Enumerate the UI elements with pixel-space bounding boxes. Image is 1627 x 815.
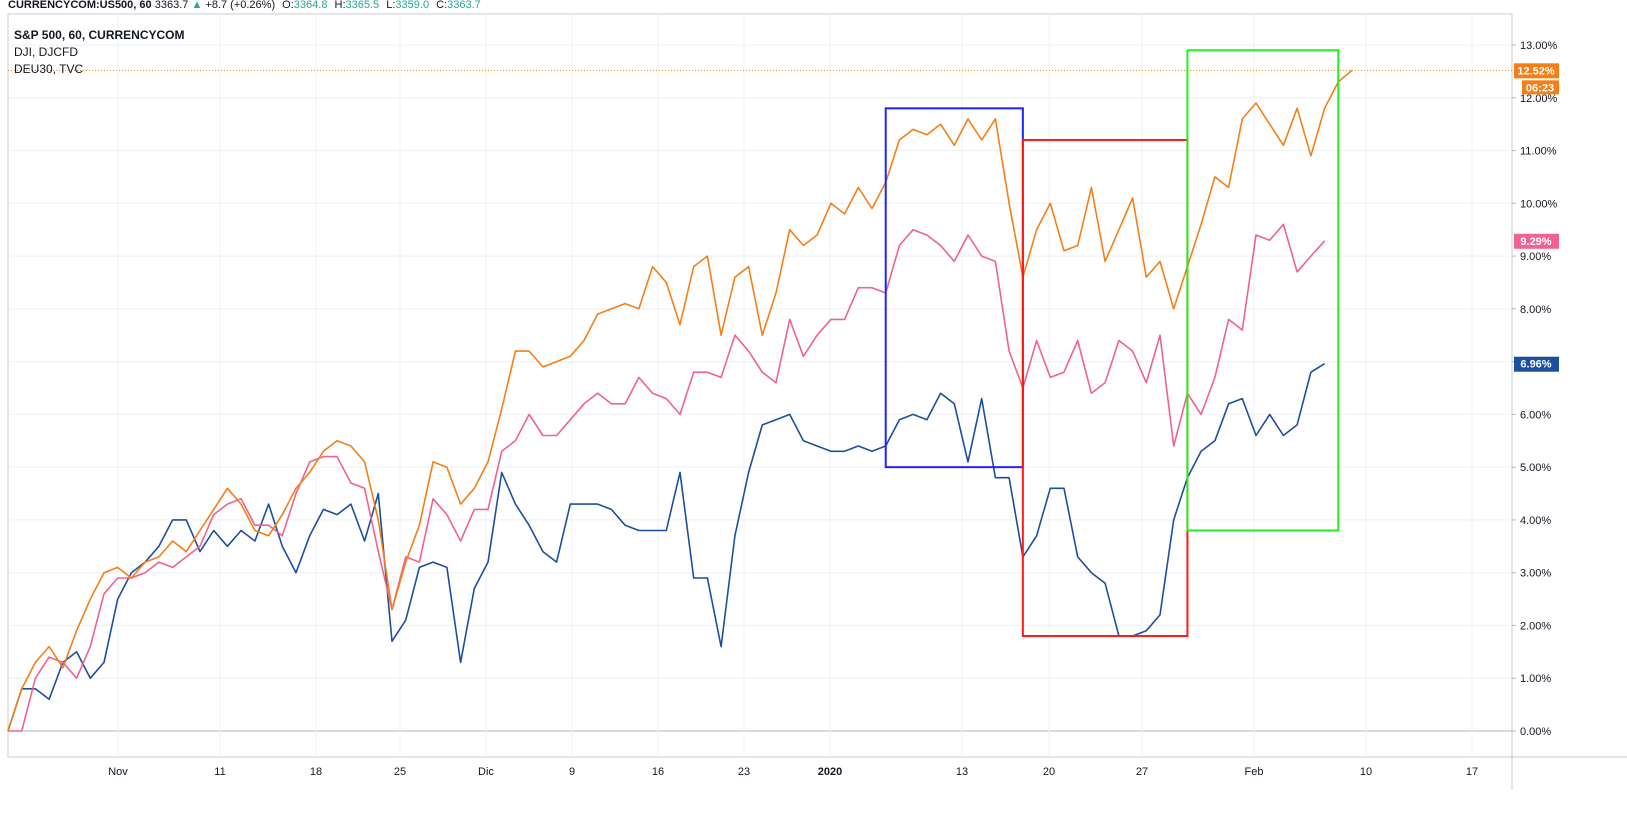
low-label: L: bbox=[386, 0, 396, 11]
x-tick-label: 18 bbox=[310, 766, 322, 778]
close-label: C: bbox=[436, 0, 448, 11]
x-tick-label: 13 bbox=[956, 766, 968, 778]
last-value-label: 6.96% bbox=[1520, 359, 1551, 371]
last-value-label: 9.29% bbox=[1520, 236, 1551, 248]
open-label: O: bbox=[282, 0, 294, 11]
x-tick-label: Nov bbox=[108, 766, 128, 778]
last-price: 3363.7 bbox=[154, 0, 189, 11]
y-tick-label: 6.00% bbox=[1520, 409, 1551, 421]
x-tick-label: 20 bbox=[1043, 766, 1055, 778]
last-value-badge-deu30 bbox=[1514, 356, 1559, 372]
x-tick-label: 17 bbox=[1466, 766, 1478, 778]
y-tick-label: 2.00% bbox=[1520, 620, 1551, 632]
y-tick-label: 1.00% bbox=[1520, 673, 1551, 685]
x-tick-label: Dic bbox=[478, 766, 494, 778]
up-arrow-icon: ▲ bbox=[191, 0, 203, 11]
y-tick-label: 8.00% bbox=[1520, 304, 1551, 316]
plot-area bbox=[7, 13, 1513, 758]
y-tick-label: 11.00% bbox=[1520, 146, 1557, 158]
x-tick-label: 2020 bbox=[818, 766, 842, 778]
y-tick-label: 10.00% bbox=[1520, 198, 1558, 210]
low-value: 3359.0 bbox=[395, 0, 430, 11]
x-tick-label: 27 bbox=[1136, 766, 1148, 778]
last-value-badge-sp500 bbox=[1514, 63, 1559, 79]
annotation-box-green[interactable] bbox=[1186, 49, 1340, 532]
x-tick-label: Feb bbox=[1245, 766, 1264, 778]
y-tick-label: 0.00% bbox=[1520, 726, 1551, 738]
symbol-name[interactable]: CURRENCYCOM:US500, 60 bbox=[8, 0, 152, 11]
series-line-dji[interactable] bbox=[8, 223, 1326, 732]
last-value-label: 12.52% bbox=[1517, 65, 1555, 77]
open-value: 3364.8 bbox=[293, 0, 328, 11]
x-tick-label: 9 bbox=[569, 766, 575, 778]
x-tick-label: 25 bbox=[394, 766, 406, 778]
x-tick-label: 16 bbox=[652, 766, 664, 778]
y-tick-label: 3.00% bbox=[1520, 568, 1551, 580]
x-tick-label: 10 bbox=[1360, 766, 1372, 778]
high-value: 3365.5 bbox=[345, 0, 380, 11]
symbol-header: CURRENCYCOM:US500, 60 3363.7 ▲ +8.7 (+0.… bbox=[8, 0, 481, 14]
high-label: H: bbox=[334, 0, 346, 11]
close-value: 3363.7 bbox=[447, 0, 481, 11]
series-line-sp500[interactable] bbox=[7, 69, 1353, 732]
y-tick-label: 13.00% bbox=[1520, 40, 1558, 52]
y-tick-label: 9.00% bbox=[1520, 251, 1551, 263]
series-legend: S&P 500, 60, CURRENCYCOM DJI, DJCFD DEU3… bbox=[14, 27, 185, 78]
y-tick-label: 5.00% bbox=[1520, 462, 1551, 474]
price-change: +8.7 (+0.26%) bbox=[205, 0, 276, 11]
x-tick-label: 23 bbox=[738, 766, 750, 778]
bar-countdown-badge bbox=[1522, 80, 1559, 95]
x-tick-label: 11 bbox=[214, 766, 225, 778]
y-tick-label: 4.00% bbox=[1520, 515, 1551, 527]
bar-countdown-label: 06:23 bbox=[1526, 82, 1554, 94]
series-line-deu30[interactable] bbox=[7, 363, 1326, 732]
legend-item-sp500[interactable]: S&P 500, 60, CURRENCYCOM bbox=[14, 28, 185, 42]
legend-item-dji[interactable]: DJI, DJCFD bbox=[14, 45, 78, 59]
legend-item-deu30[interactable]: DEU30, TVC bbox=[14, 62, 84, 76]
y-tick-label: 12.00% bbox=[1520, 93, 1558, 105]
last-value-badge-dji bbox=[1514, 233, 1559, 249]
